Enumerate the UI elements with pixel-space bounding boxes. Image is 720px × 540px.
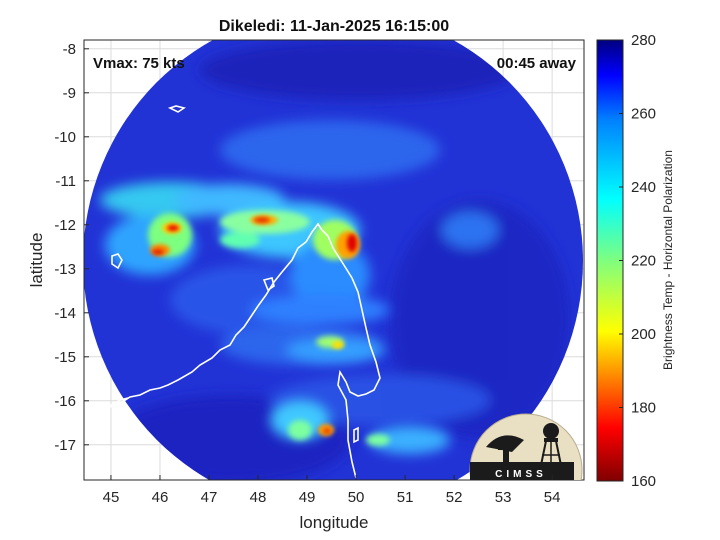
colorbar-tick-label: 180 — [631, 400, 656, 417]
colorbar-label: Brightness Temp - Horizontal Polarizatio… — [661, 150, 675, 370]
x-tick-label: 46 — [152, 489, 169, 506]
x-tick-label: 54 — [544, 489, 561, 506]
island-1 — [167, 105, 186, 113]
map-plot-area: Vmax: 75 kts 00:45 away CIMSS — [54, 39, 585, 506]
x-tick-label: 45 — [103, 489, 120, 506]
x-tick-label: 52 — [446, 489, 463, 506]
y-tick-label: -13 — [54, 261, 76, 278]
y-tick-label: -8 — [63, 41, 76, 58]
island-4 — [353, 426, 359, 444]
cimss-logo: CIMSS — [469, 413, 583, 480]
x-axis-ticks: 45 46 47 48 49 50 51 52 53 54 — [103, 475, 561, 506]
madagascar-coastline — [84, 222, 381, 479]
y-axis-label: latitude — [27, 233, 46, 288]
y-tick-label: -17 — [54, 437, 76, 454]
y-tick-label: -9 — [63, 85, 76, 102]
colorbar-tick-label: 160 — [631, 473, 656, 490]
y-tick-label: -14 — [54, 305, 76, 322]
colorbar-tick-label: 220 — [631, 253, 656, 270]
x-tick-label: 51 — [397, 489, 414, 506]
time-away-label: 00:45 away — [497, 55, 577, 72]
plot-frame — [83, 39, 585, 481]
island-2 — [111, 253, 123, 270]
brightness-temp-swath — [84, 40, 583, 480]
vmax-label: Vmax: 75 kts — [93, 55, 185, 72]
y-tick-label: -11 — [55, 173, 76, 190]
y-tick-label: -16 — [54, 393, 76, 410]
x-tick-label: 48 — [250, 489, 267, 506]
colorbar-tick-label: 260 — [631, 106, 656, 123]
y-tick-label: -12 — [54, 217, 76, 234]
colorbar: 280 260 240 220 200 180 160 Brightness Temp - … — [596, 32, 675, 490]
logo-text: CIMSS — [495, 469, 547, 480]
coastline — [84, 105, 381, 479]
figure-title: Dikeledi: 11-Jan-2025 16:15:00 — [219, 18, 449, 35]
x-axis-label: longitude — [299, 513, 368, 532]
x-tick-label: 49 — [299, 489, 316, 506]
colorbar-gradient — [596, 39, 624, 482]
mozambique-coastline — [84, 397, 129, 411]
colorbar-tick-label: 200 — [631, 326, 656, 343]
x-tick-label: 50 — [348, 489, 365, 506]
y-tick-label: -10 — [54, 129, 76, 146]
colorbar-ticks: 280 260 240 220 200 180 160 — [619, 32, 656, 490]
y-tick-label: -15 — [54, 349, 76, 366]
island-3 — [262, 277, 275, 292]
x-tick-label: 53 — [495, 489, 512, 506]
colorbar-tick-label: 280 — [631, 32, 656, 49]
x-tick-label: 47 — [201, 489, 218, 506]
colorbar-tick-label: 240 — [631, 179, 656, 196]
y-axis-ticks: -8 -9 -10 -11 -12 -13 -14 -15 -16 -17 — [54, 41, 89, 454]
